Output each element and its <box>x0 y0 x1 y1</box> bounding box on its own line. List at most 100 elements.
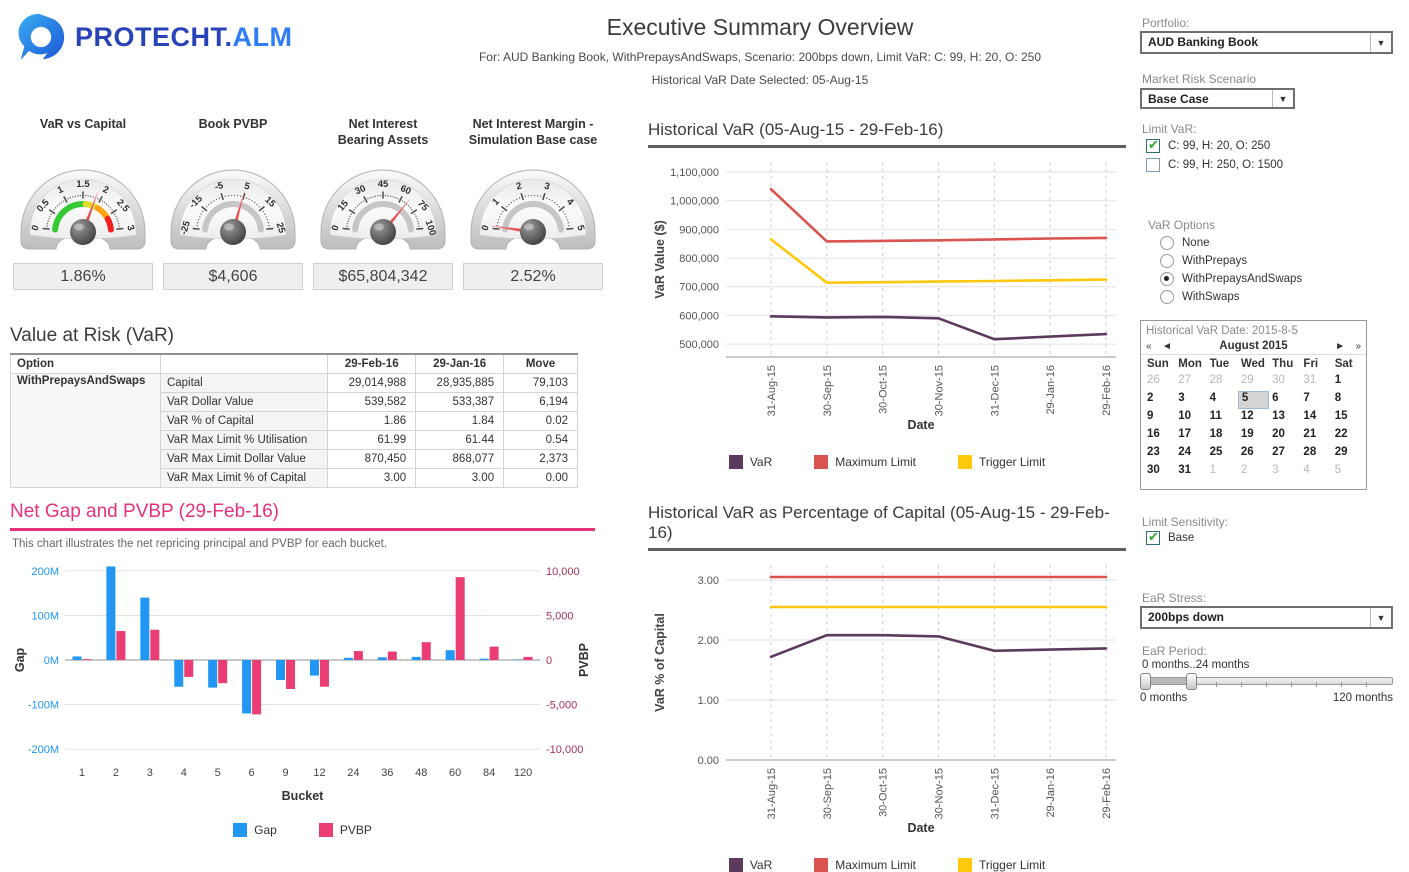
scenario-dropdown[interactable]: Base Case ▼ <box>1140 88 1295 109</box>
page-title: Executive Summary Overview <box>420 14 1100 41</box>
calendar-day[interactable]: 4 <box>1300 463 1331 481</box>
limit-sensitivity-option[interactable]: Base <box>1146 531 1194 545</box>
radio-icon[interactable] <box>1160 254 1174 268</box>
svg-text:1,100,000: 1,100,000 <box>670 167 719 179</box>
calendar-title: Historical VaR Date: 2015-8-5 <box>1141 321 1366 337</box>
var-option-none[interactable]: None <box>1160 236 1210 250</box>
calendar-day[interactable]: 2 <box>1238 463 1269 481</box>
var-option-label: WithPrepays <box>1182 255 1247 267</box>
ear-stress-dropdown[interactable]: 200bps down ▼ <box>1140 606 1393 629</box>
calendar-day[interactable]: 24 <box>1175 445 1206 463</box>
calendar-day[interactable]: 10 <box>1175 409 1206 427</box>
calendar-day[interactable]: 26 <box>1144 373 1175 391</box>
var-option-withprepays[interactable]: WithPrepays <box>1160 254 1247 268</box>
ear-stress-value: 200bps down <box>1142 608 1370 627</box>
calendar-day[interactable]: 31 <box>1300 373 1331 391</box>
hist-var-panel: Historical VaR (05-Aug-15 - 29-Feb-16) 1… <box>648 120 1126 469</box>
calendar-day[interactable]: 11 <box>1207 409 1238 427</box>
netgap-title: Net Gap and PVBP (29-Feb-16) <box>10 501 595 523</box>
gap-bar <box>242 660 251 713</box>
netgap-title-rule <box>10 528 595 531</box>
series-line <box>771 316 1106 339</box>
checkbox-checked-icon[interactable] <box>1146 531 1160 545</box>
calendar-day[interactable]: 25 <box>1207 445 1238 463</box>
next-year-icon[interactable]: » <box>1345 341 1361 352</box>
ear-period-slider[interactable] <box>1140 673 1393 691</box>
calendar-day[interactable]: 31 <box>1175 463 1206 481</box>
calendar-day[interactable]: 28 <box>1207 373 1238 391</box>
calendar-day[interactable]: 13 <box>1269 409 1300 427</box>
calendar-day[interactable]: 12 <box>1238 409 1269 427</box>
var-option-withprepaysandswaps[interactable]: WithPrepaysAndSwaps <box>1160 272 1302 286</box>
radio-icon[interactable] <box>1160 236 1174 250</box>
legend-label: Gap <box>254 823 277 837</box>
radio-icon[interactable] <box>1160 290 1174 304</box>
calendar-day[interactable]: 29 <box>1332 445 1363 463</box>
calendar-day[interactable]: 3 <box>1269 463 1300 481</box>
chevron-down-icon[interactable]: ▼ <box>1370 608 1391 627</box>
checkbox-checked-icon[interactable] <box>1146 139 1160 153</box>
calendar-day[interactable]: 30 <box>1269 373 1300 391</box>
metric-value-cell: 539,582 <box>328 392 416 411</box>
calendar-day[interactable]: 27 <box>1175 373 1206 391</box>
slider-handle-max[interactable] <box>1186 673 1197 690</box>
gauge-title: Net Interest Margin -Simulation Base cas… <box>458 116 608 152</box>
gauge-hub <box>370 219 396 245</box>
metric-label-cell: VaR Max Limit Dollar Value <box>160 449 327 468</box>
hist-var-chart[interactable]: 1,100,0001,000,000900,000800,000700,0006… <box>648 152 1126 442</box>
column-header: 29-Feb-16 <box>328 354 416 373</box>
calendar-day[interactable]: 16 <box>1144 427 1175 445</box>
prev-month-icon[interactable]: ◄ <box>1162 341 1178 352</box>
calendar-day[interactable]: 5 <box>1332 463 1363 481</box>
calendar-day[interactable]: 4 <box>1207 391 1238 409</box>
svg-text:-5,000: -5,000 <box>546 700 577 712</box>
calendar-day[interactable]: 27 <box>1269 445 1300 463</box>
svg-text:5,000: 5,000 <box>546 610 574 622</box>
calendar-day[interactable]: 23 <box>1144 445 1175 463</box>
protecht-logo-icon <box>16 12 66 62</box>
calendar-day[interactable]: 2 <box>1144 391 1175 409</box>
calendar-day[interactable]: 29 <box>1238 373 1269 391</box>
calendar-day[interactable]: 19 <box>1238 427 1269 445</box>
calendar-day[interactable]: 18 <box>1207 427 1238 445</box>
calendar-day[interactable]: 20 <box>1269 427 1300 445</box>
calendar-day[interactable]: 8 <box>1332 391 1363 409</box>
calendar-day[interactable]: 3 <box>1175 391 1206 409</box>
portfolio-label: Portfolio: <box>1142 16 1189 30</box>
prev-year-icon[interactable]: « <box>1146 341 1162 352</box>
radio-selected-icon[interactable] <box>1160 272 1174 286</box>
calendar-day[interactable]: 15 <box>1332 409 1363 427</box>
calendar-day[interactable]: 14 <box>1300 409 1331 427</box>
limit-var-option[interactable]: C: 99, H: 20, O: 250 <box>1146 139 1270 153</box>
chevron-down-icon[interactable]: ▼ <box>1272 90 1293 107</box>
slider-handle-min[interactable] <box>1140 673 1151 690</box>
calendar-day[interactable]: 17 <box>1175 427 1206 445</box>
var-options-label: VaR Options <box>1148 218 1215 232</box>
calendar-day-selected[interactable]: 5 <box>1238 391 1269 409</box>
limit-var-option[interactable]: C: 99, H: 250, O: 1500 <box>1146 158 1283 172</box>
calendar-day[interactable]: 28 <box>1300 445 1331 463</box>
calendar-day[interactable]: 9 <box>1144 409 1175 427</box>
calendar-day[interactable]: 22 <box>1332 427 1363 445</box>
scenario-label: Market Risk Scenario <box>1142 72 1256 86</box>
calendar-day[interactable]: 30 <box>1144 463 1175 481</box>
hist-var-pct-panel: Historical VaR as Percentage of Capital … <box>648 503 1126 872</box>
calendar-day[interactable]: 7 <box>1300 391 1331 409</box>
calendar-day[interactable]: 6 <box>1269 391 1300 409</box>
var-option-withswaps[interactable]: WithSwaps <box>1160 290 1240 304</box>
limit-var-option-label: C: 99, H: 250, O: 1500 <box>1168 159 1283 171</box>
portfolio-dropdown[interactable]: AUD Banking Book ▼ <box>1140 31 1393 54</box>
svg-text:84: 84 <box>483 767 495 779</box>
calendar-day[interactable]: 26 <box>1238 445 1269 463</box>
calendar-day[interactable]: 1 <box>1332 373 1363 391</box>
calendar-day[interactable]: 1 <box>1207 463 1238 481</box>
ear-stress-label: EaR Stress: <box>1142 591 1206 605</box>
legend-item: Trigger Limit <box>958 455 1045 469</box>
chevron-down-icon[interactable]: ▼ <box>1370 33 1391 52</box>
checkbox-unchecked-icon[interactable] <box>1146 158 1160 172</box>
next-month-icon[interactable]: ► <box>1329 341 1345 352</box>
calendar-day[interactable]: 21 <box>1300 427 1331 445</box>
